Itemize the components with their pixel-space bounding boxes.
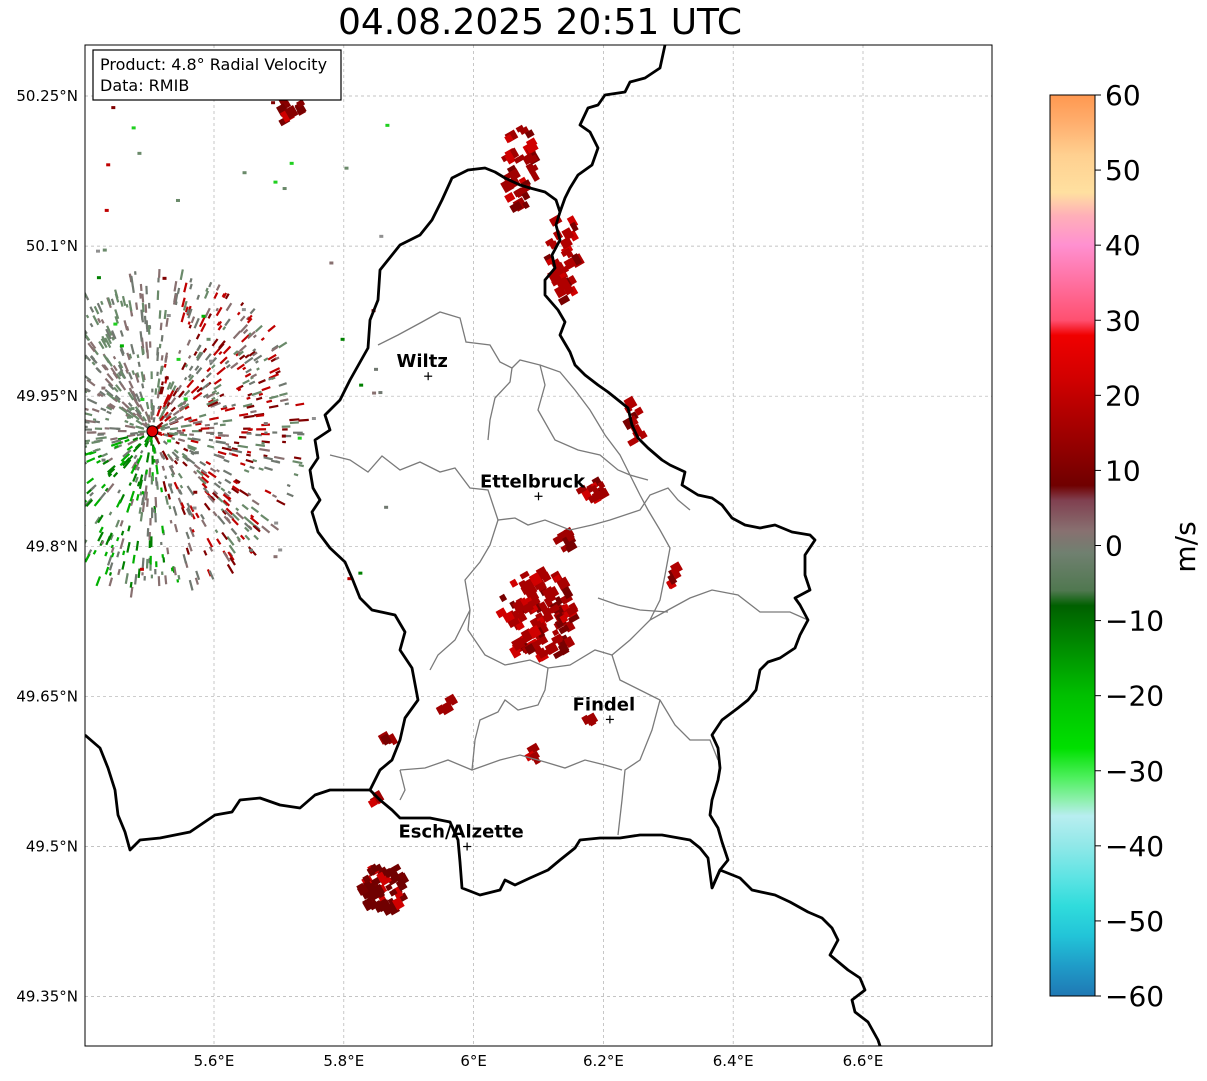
city-labels: Wiltz Ettelbruck Findel Esch/Alzette: [397, 351, 636, 851]
colorbar-tick-label: −30: [1105, 755, 1164, 788]
colorbar-scale: [1049, 94, 1096, 997]
colorbar-tick-label: 0: [1105, 530, 1123, 563]
colorbar-tick-label: 20: [1105, 379, 1141, 412]
colorbar-tick-label: 10: [1105, 454, 1141, 487]
city-label: Findel: [573, 694, 636, 715]
precipitation-echoes: [276, 94, 683, 916]
colorbar-tick-label: −50: [1105, 905, 1164, 938]
germany-border-north: [558, 45, 667, 213]
graticule: [85, 45, 992, 1046]
colorbar-ticks: 60 50 40 30 20 10 0 −10 −20 −30 −40 −50 −60: [1095, 79, 1164, 1013]
lat-tick-label: 50.25°N: [16, 87, 78, 105]
colorbar: 60 50 40 30 20 10 0 −10 −20 −30 −40 −50 −60 m/s: [1049, 79, 1202, 1013]
luxembourg-border: [308, 166, 817, 897]
radar-site: [146, 425, 159, 438]
lat-tick-label: 49.95°N: [16, 387, 78, 405]
info-product: Product: 4.8° Radial Velocity: [100, 55, 327, 74]
colorbar-tick-label: 60: [1105, 79, 1141, 112]
lon-tick-label: 5.8°E: [323, 1052, 364, 1070]
colorbar-tick-label: −20: [1105, 680, 1164, 713]
map-area[interactable]: Wiltz Ettelbruck Findel Esch/Alzette: [0, 45, 992, 1046]
lon-tick-label: 6.6°E: [843, 1052, 884, 1070]
city-label: Ettelbruck: [480, 471, 586, 492]
lon-tick-label: 6.2°E: [583, 1052, 624, 1070]
map-title: 04.08.2025 20:51 UTC: [337, 2, 743, 43]
longitude-tick-labels: 5.6°E 5.8°E 6°E 6.2°E 6.4°E 6.6°E: [194, 1052, 884, 1070]
city-label: Wiltz: [397, 351, 448, 372]
radar-clutter-echoes: [85, 74, 390, 598]
lat-tick-label: 49.5°N: [26, 838, 78, 856]
colorbar-tick-label: 50: [1105, 154, 1141, 187]
info-box: Product: 4.8° Radial Velocity Data: RMIB: [92, 49, 342, 101]
colorbar-tick-label: −40: [1105, 830, 1164, 863]
lon-tick-label: 6.4°E: [713, 1052, 754, 1070]
lon-tick-label: 5.6°E: [194, 1052, 235, 1070]
radar-site-marker: [146, 425, 159, 438]
lat-tick-label: 50.1°N: [26, 237, 78, 255]
city-label: Esch/Alzette: [398, 822, 523, 843]
colorbar-tick-label: −10: [1105, 605, 1164, 638]
latitude-tick-labels: 50.25°N 50.1°N 49.95°N 49.8°N 49.65°N 49.5°N 4…: [16, 87, 78, 1006]
germany-border-south: [710, 868, 882, 1046]
country-borders: [85, 45, 882, 1046]
colorbar-tick-label: 40: [1105, 229, 1141, 262]
lat-tick-label: 49.65°N: [16, 687, 78, 705]
france-belgium-border: [85, 733, 370, 852]
info-data-source: Data: RMIB: [100, 76, 189, 95]
colorbar-tick-label: −60: [1105, 980, 1164, 1013]
colorbar-tick-label: 30: [1105, 304, 1141, 337]
lon-tick-label: 6°E: [460, 1052, 487, 1070]
lat-tick-label: 49.35°N: [16, 988, 78, 1006]
map-frame: [84, 44, 993, 1047]
colorbar-label: m/s: [1169, 521, 1202, 572]
canton-boundaries: [329, 311, 809, 836]
lat-tick-label: 49.8°N: [26, 537, 78, 555]
